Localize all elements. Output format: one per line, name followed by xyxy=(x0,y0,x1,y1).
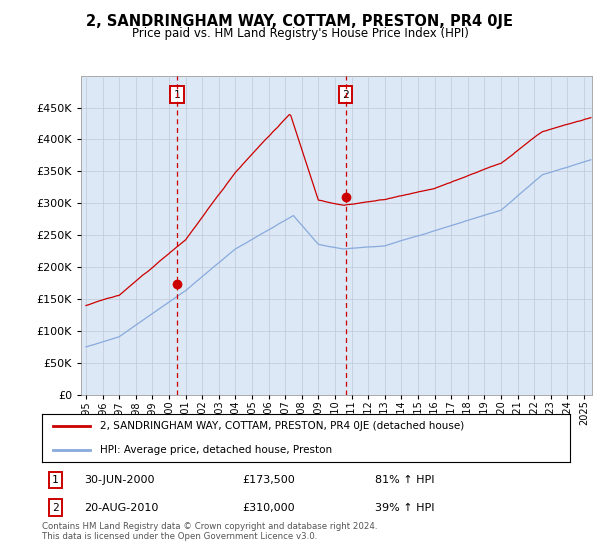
Text: 20-AUG-2010: 20-AUG-2010 xyxy=(84,503,158,512)
Text: 1: 1 xyxy=(52,475,59,485)
Bar xyxy=(177,76,346,395)
Text: £173,500: £173,500 xyxy=(242,475,295,485)
Text: 1: 1 xyxy=(174,90,181,100)
Text: 2, SANDRINGHAM WAY, COTTAM, PRESTON, PR4 0JE: 2, SANDRINGHAM WAY, COTTAM, PRESTON, PR4… xyxy=(86,14,514,29)
Text: 2: 2 xyxy=(52,503,59,512)
Text: 30-JUN-2000: 30-JUN-2000 xyxy=(84,475,155,485)
Text: 81% ↑ HPI: 81% ↑ HPI xyxy=(374,475,434,485)
Text: 39% ↑ HPI: 39% ↑ HPI xyxy=(374,503,434,512)
Text: HPI: Average price, detached house, Preston: HPI: Average price, detached house, Pres… xyxy=(100,445,332,455)
Text: Contains HM Land Registry data © Crown copyright and database right 2024.
This d: Contains HM Land Registry data © Crown c… xyxy=(42,522,377,542)
Text: 2: 2 xyxy=(342,90,349,100)
Text: £310,000: £310,000 xyxy=(242,503,295,512)
Text: Price paid vs. HM Land Registry's House Price Index (HPI): Price paid vs. HM Land Registry's House … xyxy=(131,27,469,40)
Text: 2, SANDRINGHAM WAY, COTTAM, PRESTON, PR4 0JE (detached house): 2, SANDRINGHAM WAY, COTTAM, PRESTON, PR4… xyxy=(100,421,464,431)
